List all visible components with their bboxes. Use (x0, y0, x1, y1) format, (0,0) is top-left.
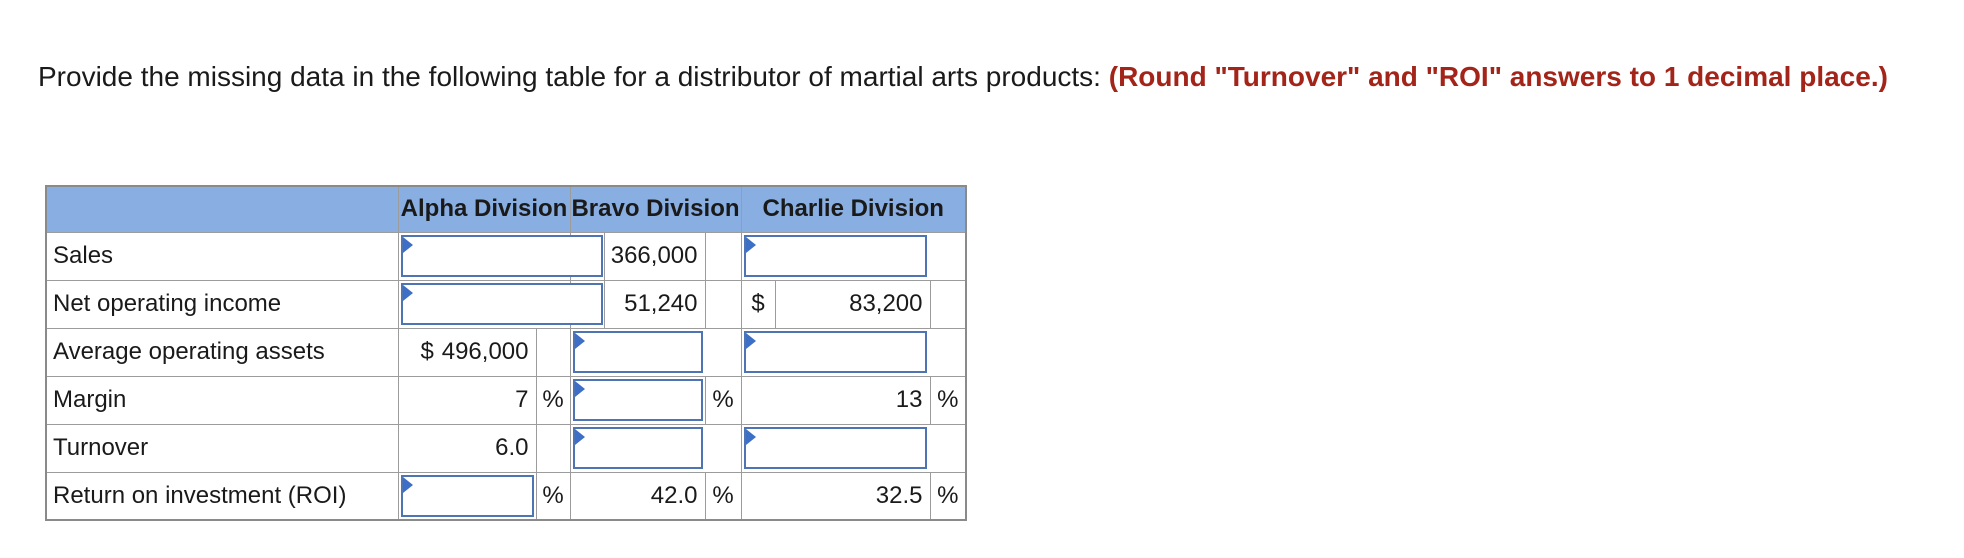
charlie-assets-cell (740, 327, 967, 377)
table-row-assets: Average operating assets $496,000 (45, 327, 967, 377)
charlie-assets-field[interactable] (745, 333, 925, 371)
bravo-margin-input[interactable] (572, 379, 703, 421)
bravo-sales-unit (704, 231, 742, 281)
table-row-turnover: Turnover 6.0 (45, 423, 967, 473)
alpha-turnover-value: 6.0 (397, 423, 537, 473)
alpha-margin-unit: % (535, 375, 571, 425)
charlie-assets-input[interactable] (743, 331, 927, 373)
bravo-turnover-cell (569, 423, 742, 473)
bravo-roi-value: 42.0 (569, 471, 706, 521)
answer-flag-icon (745, 237, 756, 253)
bravo-turnover-field[interactable] (574, 429, 701, 467)
answer-flag-icon (745, 333, 756, 349)
table-row-noi: Net operating income $ 51,240 $ 83,200 (45, 279, 967, 329)
table-row-roi: Return on investment (ROI) % 42.0 % 32.5… (45, 471, 967, 521)
alpha-assets-currency: $ (420, 338, 434, 365)
table-row-margin: Margin 7 % % 13 % (45, 375, 967, 425)
charlie-sales-input[interactable] (743, 235, 927, 277)
bravo-sales-value: 366,000 (603, 231, 706, 281)
alpha-roi-field[interactable] (402, 476, 532, 515)
answer-flag-icon (574, 381, 585, 397)
answer-flag-icon (402, 237, 413, 253)
answer-flag-icon (402, 476, 413, 493)
alpha-sales-field[interactable] (402, 237, 601, 275)
alpha-noi-cell (397, 279, 603, 329)
charlie-noi-currency: $ (740, 279, 776, 329)
bravo-margin-unit: % (704, 375, 742, 425)
charlie-sales-cell (740, 231, 967, 281)
bravo-noi-value: 51,240 (603, 279, 706, 329)
charlie-turnover-cell (740, 423, 967, 473)
alpha-assets-cell: $496,000 (397, 327, 537, 377)
charlie-margin-unit: % (929, 375, 967, 425)
row-label-turnover: Turnover (45, 423, 399, 473)
header-bravo: Bravo Division (569, 185, 742, 233)
answer-flag-icon (574, 333, 585, 349)
row-label-sales: Sales (45, 231, 399, 281)
charlie-noi-value: 83,200 (774, 279, 931, 329)
row-label-assets: Average operating assets (45, 327, 399, 377)
bravo-margin-cell (569, 375, 706, 425)
alpha-noi-field[interactable] (402, 285, 601, 323)
prompt-text: Provide the missing data in the followin… (38, 61, 1109, 92)
alpha-noi-input[interactable] (400, 283, 603, 325)
answer-flag-icon (402, 285, 413, 301)
alpha-assets-value: 496,000 (441, 338, 529, 365)
alpha-margin-value: 7 (397, 375, 537, 425)
alpha-sales-input[interactable] (400, 235, 603, 277)
charlie-sales-field[interactable] (745, 237, 925, 275)
alpha-roi-input[interactable] (400, 474, 534, 517)
charlie-turnover-input[interactable] (743, 427, 927, 469)
table-row-sales: Sales $ 366,000 (45, 231, 967, 281)
alpha-sales-cell (397, 231, 603, 281)
charlie-roi-unit: % (929, 471, 967, 521)
answer-flag-icon (574, 429, 585, 445)
answer-flag-icon (745, 429, 756, 445)
bravo-margin-field[interactable] (574, 381, 701, 419)
header-alpha: Alpha Division (397, 185, 571, 233)
charlie-turnover-field[interactable] (745, 429, 925, 467)
alpha-turnover-unit (535, 423, 571, 473)
bravo-noi-unit (704, 279, 742, 329)
bravo-assets-field[interactable] (574, 333, 701, 371)
charlie-margin-value: 13 (740, 375, 931, 425)
alpha-assets-unit (535, 327, 571, 377)
row-label-margin: Margin (45, 375, 399, 425)
division-data-table: Alpha Division Bravo Division Charlie Di… (45, 185, 967, 521)
bravo-assets-cell (569, 327, 742, 377)
alpha-roi-cell (397, 471, 537, 521)
bravo-assets-input[interactable] (572, 331, 703, 373)
bravo-turnover-input[interactable] (572, 427, 703, 469)
header-charlie: Charlie Division (740, 185, 967, 233)
alpha-roi-unit: % (535, 471, 571, 521)
charlie-noi-unit (929, 279, 967, 329)
question-prompt: Provide the missing data in the followin… (38, 58, 1918, 95)
header-blank (45, 185, 399, 233)
bravo-roi-unit: % (704, 471, 742, 521)
row-label-roi: Return on investment (ROI) (45, 471, 399, 521)
row-label-noi: Net operating income (45, 279, 399, 329)
rounding-instruction: (Round "Turnover" and "ROI" answers to 1… (1108, 61, 1888, 92)
charlie-roi-value: 32.5 (740, 471, 931, 521)
